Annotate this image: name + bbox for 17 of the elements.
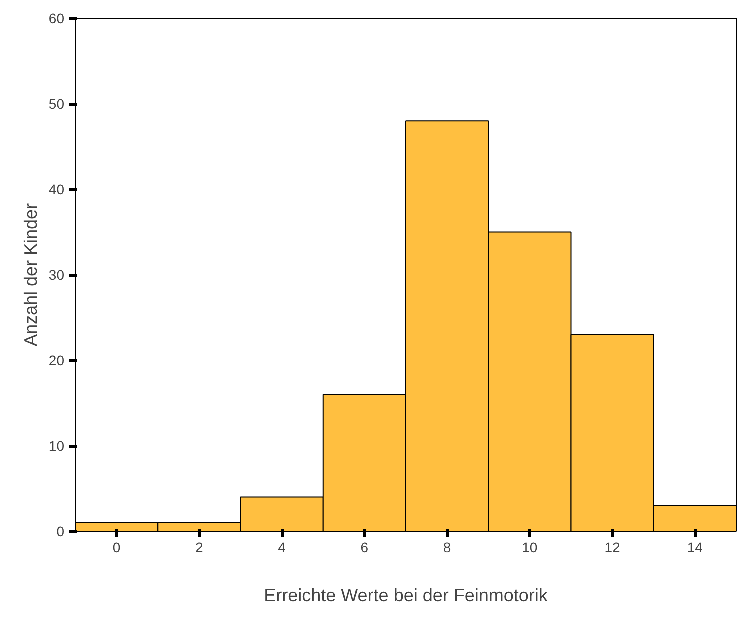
- x-tick-label: 2: [196, 540, 204, 556]
- x-tick-label: 8: [443, 540, 452, 556]
- x-tick-label: 14: [687, 540, 704, 556]
- x-tick-label: 12: [604, 540, 621, 556]
- y-tick-label: 10: [48, 438, 65, 454]
- y-tick-label: 50: [48, 96, 65, 112]
- x-axis-title: Erreichte Werte bei der Feinmotorik: [264, 586, 549, 606]
- y-axis-title: Anzahl der Kinder: [20, 203, 41, 347]
- y-tick-label: 60: [48, 10, 65, 26]
- x-tick-label: 6: [360, 540, 369, 556]
- y-tick-label: 0: [56, 524, 65, 540]
- y-tick-label: 30: [48, 267, 65, 283]
- x-tick-label: 4: [278, 540, 286, 556]
- x-tick-label: 0: [112, 540, 121, 556]
- x-tick-label: 10: [522, 540, 538, 556]
- y-tick-label: 40: [48, 182, 65, 198]
- y-tick-label: 20: [48, 352, 65, 368]
